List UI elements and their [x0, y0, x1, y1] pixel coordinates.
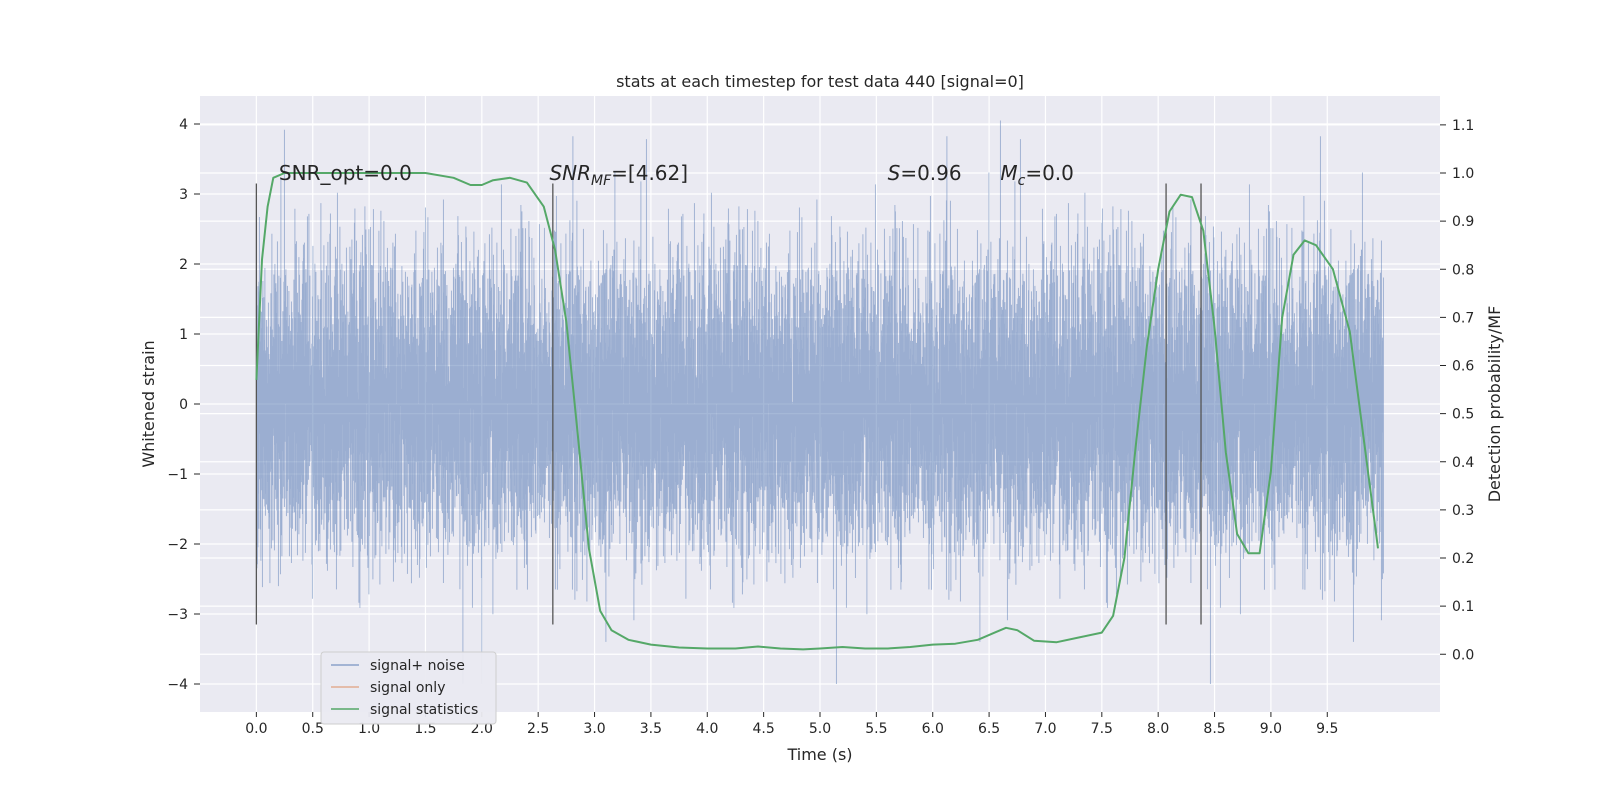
x-ticks: 0.0 0.5 1.0 1.5 2.0 2.5 3.0 3.5 4.0 4.5 5.0 5.5 6.0 6…	[245, 712, 1338, 737]
y-right-tick-label-10: 1.0	[1452, 166, 1474, 182]
x-axis-label: Time (s)	[786, 745, 852, 764]
y-right-tick-label-1: 0.1	[1452, 599, 1474, 615]
annotation-mc-sub: c	[1018, 173, 1026, 189]
legend-box	[320, 651, 497, 725]
legend-label-signal-only: signal only	[370, 680, 445, 696]
series-signal-statistics	[255, 172, 1379, 651]
legend: signal+ noise signal only signal statist…	[320, 651, 497, 725]
y-right-tick-label-8: 0.8	[1452, 262, 1474, 278]
annotation-s-symbol: S	[888, 161, 901, 185]
y-left-tick-label-3: −1	[167, 467, 188, 483]
y-right-tick-label-5: 0.5	[1452, 407, 1474, 423]
annotation-snr-mf-value: =[4.62]	[611, 161, 688, 185]
chart-title: stats at each timestep for test data 440…	[616, 72, 1024, 91]
x-tick-label-17: 8.5	[1203, 721, 1225, 737]
vertical-markers	[255, 183, 1202, 625]
legend-label-signal-noise: signal+ noise	[370, 658, 465, 674]
y-right-axis-label: Detection probability/MF	[1485, 306, 1504, 503]
y-right-tick-label-4: 0.4	[1452, 455, 1474, 471]
x-tick-label-8: 4.0	[696, 721, 718, 737]
y-right-tick-label-2: 0.2	[1452, 551, 1474, 567]
x-tick-label-16: 8.0	[1147, 721, 1169, 737]
annotation-mc-value: =0.0	[1025, 161, 1074, 185]
y-left-tick-label-4: 0	[179, 397, 188, 413]
y-right-tick-label-9: 0.9	[1452, 214, 1474, 230]
x-tick-label-9: 4.5	[753, 721, 775, 737]
x-tick-label-11: 5.5	[865, 721, 887, 737]
annotation-s: S=0.96	[888, 161, 962, 185]
y-right-tick-label-6: 0.6	[1452, 359, 1474, 375]
y-right-tick-label-7: 0.7	[1452, 310, 1474, 326]
x-tick-label-7: 3.5	[640, 721, 662, 737]
x-tick-label-1: 0.5	[302, 721, 324, 737]
y-left-tick-label-8: 4	[179, 117, 188, 133]
annotations: SNR_opt=0.0 SNRMF=[4.62] S=0.96 Mc=0.0	[279, 161, 1074, 189]
y-left-ticks: −4 −3 −2 −1 0 1 2 3 4	[167, 117, 200, 693]
annotation-snr-opt: SNR_opt=0.0	[279, 161, 412, 185]
annotation-snr-mf-symbol: SNR	[549, 161, 591, 185]
y-right-tick-label-0: 0.0	[1452, 647, 1474, 663]
x-tick-label-13: 6.5	[978, 721, 1000, 737]
annotation-snr-mf-sub: MF	[591, 173, 612, 189]
x-tick-label-15: 7.5	[1091, 721, 1113, 737]
y-right-tick-label-3: 0.3	[1452, 503, 1474, 519]
y-left-tick-label-7: 3	[179, 187, 188, 203]
x-tick-label-5: 2.5	[527, 721, 549, 737]
y-left-tick-label-5: 1	[179, 327, 188, 343]
x-tick-label-12: 6.0	[922, 721, 944, 737]
annotation-snr-mf: SNRMF=[4.62]	[549, 161, 688, 189]
y-left-tick-label-0: −4	[167, 677, 188, 693]
annotation-mc-symbol: M	[1000, 161, 1017, 185]
x-tick-label-14: 7.0	[1034, 721, 1056, 737]
x-tick-label-3: 1.5	[414, 721, 436, 737]
x-tick-label-4: 2.0	[471, 721, 493, 737]
signal-statistics-line	[255, 172, 1379, 651]
x-tick-label-6: 3.0	[583, 721, 605, 737]
y-left-tick-label-6: 2	[179, 257, 188, 273]
x-tick-label-18: 9.0	[1260, 721, 1282, 737]
y-right-tick-label-11: 1.1	[1452, 118, 1474, 134]
x-tick-label-19: 9.5	[1316, 721, 1338, 737]
annotation-s-value: =0.96	[900, 161, 961, 185]
x-tick-label-0: 0.0	[245, 721, 267, 737]
annotation-mc: Mc=0.0	[1000, 161, 1074, 189]
y-right-ticks: 0.0 0.1 0.2 0.3 0.4 0.5 0.6 0.7 0.8 0.9 1.0 1.1	[1440, 118, 1474, 663]
x-tick-label-2: 1.0	[358, 721, 380, 737]
x-tick-label-10: 5.0	[809, 721, 831, 737]
y-left-axis-label: Whitened strain	[139, 340, 158, 467]
y-left-tick-label-1: −3	[167, 607, 188, 623]
y-left-tick-label-2: −2	[167, 537, 188, 553]
legend-label-signal-statistics: signal statistics	[370, 702, 478, 718]
